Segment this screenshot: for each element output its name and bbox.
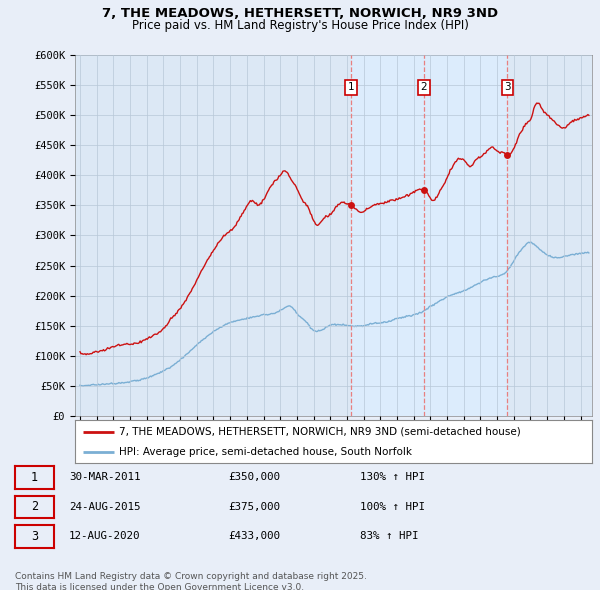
Text: 2: 2	[421, 83, 427, 93]
Text: 83% ↑ HPI: 83% ↑ HPI	[360, 532, 419, 541]
Text: 3: 3	[504, 83, 511, 93]
Text: Contains HM Land Registry data © Crown copyright and database right 2025.
This d: Contains HM Land Registry data © Crown c…	[15, 572, 367, 590]
Text: 7, THE MEADOWS, HETHERSETT, NORWICH, NR9 3ND: 7, THE MEADOWS, HETHERSETT, NORWICH, NR9…	[102, 7, 498, 20]
Text: Price paid vs. HM Land Registry's House Price Index (HPI): Price paid vs. HM Land Registry's House …	[131, 19, 469, 32]
Text: 3: 3	[31, 530, 38, 543]
Text: HPI: Average price, semi-detached house, South Norfolk: HPI: Average price, semi-detached house,…	[119, 447, 412, 457]
Text: £433,000: £433,000	[228, 532, 280, 541]
Bar	[351, 55, 508, 416]
Text: £375,000: £375,000	[228, 502, 280, 512]
Text: 12-AUG-2020: 12-AUG-2020	[69, 532, 140, 541]
Text: £350,000: £350,000	[228, 473, 280, 482]
Text: 100% ↑ HPI: 100% ↑ HPI	[360, 502, 425, 512]
Text: 7, THE MEADOWS, HETHERSETT, NORWICH, NR9 3ND (semi-detached house): 7, THE MEADOWS, HETHERSETT, NORWICH, NR9…	[119, 427, 521, 437]
Text: 2: 2	[31, 500, 38, 513]
Text: 24-AUG-2015: 24-AUG-2015	[69, 502, 140, 512]
Text: 30-MAR-2011: 30-MAR-2011	[69, 473, 140, 482]
Text: 1: 1	[31, 471, 38, 484]
Text: 130% ↑ HPI: 130% ↑ HPI	[360, 473, 425, 482]
Text: 1: 1	[348, 83, 355, 93]
